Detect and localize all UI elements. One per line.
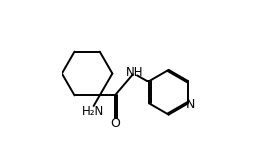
Text: H₂N: H₂N	[82, 105, 104, 118]
Text: N: N	[186, 98, 195, 111]
Text: O: O	[110, 117, 120, 130]
Text: NH: NH	[126, 66, 143, 79]
